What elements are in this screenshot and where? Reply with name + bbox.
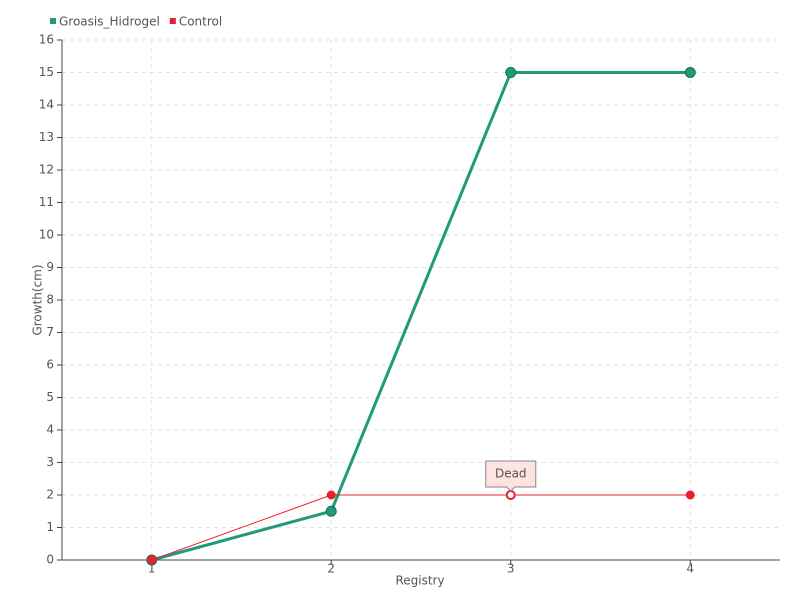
data-point — [147, 555, 157, 565]
legend-swatch — [50, 18, 56, 24]
legend-label: Control — [179, 15, 222, 29]
y-axis-label: Growth(cm) — [31, 264, 45, 335]
y-tick-label: 12 — [39, 163, 54, 177]
y-tick-label: 14 — [39, 98, 54, 112]
x-tick-label: 1 — [148, 562, 156, 576]
data-point — [505, 67, 517, 78]
y-tick-label: 15 — [39, 65, 54, 79]
data-point — [326, 490, 336, 500]
data-point — [684, 67, 696, 78]
data-point — [505, 490, 516, 500]
x-axis-label: Registry — [395, 574, 444, 588]
y-tick-label: 8 — [46, 293, 54, 307]
y-tick-label: 4 — [46, 423, 54, 437]
y-tick-label: 5 — [46, 390, 54, 404]
y-tick-label: 10 — [39, 228, 54, 242]
series-line — [151, 494, 691, 561]
y-tick-label: 9 — [46, 260, 54, 274]
point-label: Dead — [495, 467, 527, 481]
y-tick-label: 0 — [46, 553, 54, 567]
y-tick-label: 3 — [46, 455, 54, 469]
tooltip-box — [485, 460, 537, 492]
data-point — [685, 490, 695, 500]
x-tick-label: 4 — [686, 562, 694, 576]
y-tick-label: 7 — [46, 325, 54, 339]
series-line — [151, 71, 691, 562]
legend-label: Groasis_Hidrogel — [59, 15, 160, 29]
y-tick-label: 1 — [46, 520, 54, 534]
x-tick-label: 3 — [507, 562, 515, 576]
y-tick-label: 6 — [46, 358, 54, 372]
legend-swatch — [169, 18, 176, 24]
data-point — [325, 505, 337, 517]
y-tick-label: 16 — [39, 33, 54, 47]
y-tick-label: 13 — [39, 130, 54, 144]
x-tick-label: 2 — [327, 562, 335, 576]
y-tick-label: 11 — [39, 195, 54, 209]
y-tick-label: 2 — [46, 488, 54, 502]
